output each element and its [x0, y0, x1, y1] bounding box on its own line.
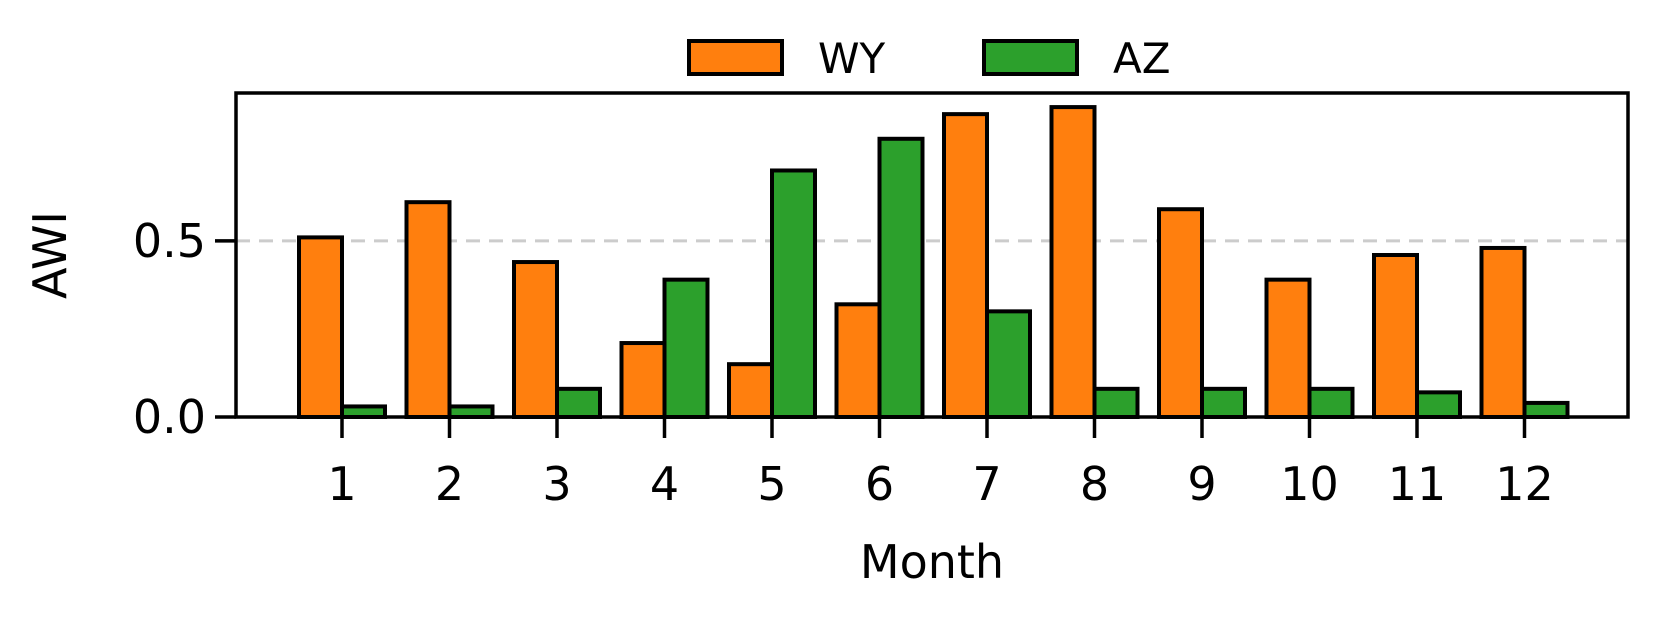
- bar-az-7: [985, 309, 1032, 420]
- bar-wy-5: [727, 362, 774, 420]
- bar-az-8: [1092, 386, 1140, 419]
- bar-wy-3: [512, 260, 559, 420]
- x-tick-label-3: 3: [542, 457, 571, 511]
- bar-wy-10: [1264, 277, 1312, 419]
- x-tick-label-10: 10: [1280, 457, 1339, 511]
- x-tick-label-4: 4: [650, 457, 679, 511]
- x-tick-label-1: 1: [327, 457, 356, 511]
- bar-wy-9: [1157, 207, 1204, 419]
- x-tick-label-2: 2: [435, 457, 464, 511]
- x-tick-label-6: 6: [865, 457, 894, 511]
- x-tick-label-12: 12: [1495, 457, 1554, 511]
- bar-az-6: [877, 136, 925, 419]
- x-axis-label: Month: [860, 535, 1004, 589]
- plot-area-frame: [234, 91, 1630, 419]
- bar-az-5: [770, 168, 817, 419]
- bar-wy-1: [297, 235, 344, 419]
- bar-az-11: [1415, 390, 1462, 420]
- bars: [297, 105, 1570, 420]
- y-axis-ticks: 0.0 0.5: [133, 214, 236, 444]
- legend-label-az: AZ: [1113, 34, 1171, 83]
- bar-az-3: [555, 386, 602, 419]
- bar-wy-6: [834, 302, 882, 420]
- x-tick-label-5: 5: [757, 457, 786, 511]
- bar-wy-2: [404, 200, 452, 419]
- bar-az-9: [1200, 386, 1247, 419]
- x-tick-label-8: 8: [1080, 457, 1109, 511]
- bar-az-12: [1522, 400, 1570, 420]
- bar-az-4: [662, 277, 710, 419]
- y-axis-label: AWI: [23, 211, 77, 299]
- legend-swatch-wy: [687, 39, 784, 76]
- y-tick-label-0.0: 0.0: [133, 390, 206, 444]
- x-tick-label-11: 11: [1388, 457, 1447, 511]
- legend: WY AZ: [687, 34, 1171, 83]
- x-tick-label-7: 7: [972, 457, 1001, 511]
- x-tick-label-9: 9: [1187, 457, 1216, 511]
- y-tick-label-0.5: 0.5: [133, 214, 206, 268]
- bar-wy-7: [942, 112, 989, 419]
- bar-wy-12: [1479, 245, 1527, 419]
- x-axis-ticks: 1 2 3 4 5 6 7 8 9 10 11 12: [327, 417, 1554, 511]
- bar-wy-11: [1372, 253, 1419, 419]
- bar-wy-4: [619, 341, 667, 420]
- legend-swatch-az: [982, 39, 1079, 76]
- legend-label-wy: WY: [818, 34, 886, 83]
- bar-wy-8: [1049, 105, 1097, 420]
- bar-az-10: [1307, 386, 1355, 419]
